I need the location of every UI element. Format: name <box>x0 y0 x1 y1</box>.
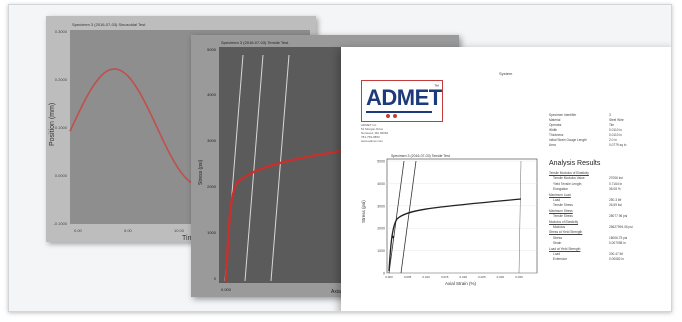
info-label: Initial Strain Gauge Length <box>549 138 587 142</box>
y-tick-label: 5000 <box>377 160 385 164</box>
result-label: Stress <box>553 235 563 240</box>
x-axis-label: Axial Strain (%) <box>445 281 477 286</box>
y-ticks: 5000 4000 3000 2000 1000 0 <box>377 160 385 276</box>
report-header: System <box>499 71 513 76</box>
offset-line <box>270 54 290 282</box>
result-value: 200.47 lbf <box>609 252 624 256</box>
y-tick-label: 1000 <box>377 249 385 253</box>
offset-line <box>400 160 417 274</box>
result-label: Tensile Modulus of Elasticity <box>549 171 589 175</box>
y-tick-label: 3000 <box>377 204 385 208</box>
plot-area <box>386 158 538 274</box>
x-tick-label: 0.010 <box>422 275 430 279</box>
result-label: Modulus <box>553 225 566 229</box>
info-label: Area <box>549 143 556 147</box>
result-label: Load <box>553 252 561 256</box>
x-tick-label: 0.025 <box>478 275 486 279</box>
y-axis-label: Stress (psi) <box>361 200 366 223</box>
y-tick-label: 0 <box>383 272 385 276</box>
info-value: 0.0110 in <box>609 133 622 137</box>
yield-point <box>391 235 395 239</box>
x-tick-label: 0.000 <box>385 275 393 279</box>
y-tick-label: 0.3000 <box>55 29 68 34</box>
y-tick-label: 2000 <box>207 184 217 189</box>
info-label: Operator <box>549 123 562 127</box>
result-value: 250.3 lbf <box>609 198 622 202</box>
y-tick-label: 2000 <box>377 227 385 231</box>
admet-logo: ADMET ™ <box>361 80 443 122</box>
x-tick-label: 0.020 <box>460 275 468 279</box>
offset-line <box>244 54 264 282</box>
offset-line <box>388 160 405 274</box>
info-label: Width <box>549 128 558 132</box>
result-value: 27006 ksi <box>609 176 623 181</box>
y-tick-label: 4000 <box>377 182 385 186</box>
result-label: Tensile Stress <box>553 214 573 219</box>
result-value: 35.08 % <box>609 187 621 192</box>
y-tick-label: 0.2000 <box>55 77 68 82</box>
result-value: 0.007098 in <box>609 241 626 246</box>
result-label: Strain <box>553 241 562 246</box>
y-tick-label: 1000 <box>207 230 217 235</box>
y-tick-label: 5000 <box>207 47 217 52</box>
y-tick-label: 0.1000 <box>55 125 68 130</box>
x-tick-label: 0.015 <box>441 275 449 279</box>
break-marker <box>518 160 522 274</box>
info-value: 0.0779 sq in <box>609 143 627 147</box>
result-value: 25627994.06 psi <box>609 225 633 229</box>
x-ticks: 0.000 0.005 0.010 0.015 0.020 0.025 0.030 0.035 <box>385 275 523 279</box>
y-axis-label: Position (mm) <box>49 103 56 146</box>
result-label: Maximum Stress <box>549 208 573 213</box>
result-value: 0.7164 in <box>609 181 623 186</box>
info-label: Material <box>549 118 561 122</box>
x-tick-label: 0.00 <box>74 228 83 233</box>
result-label: Yield Tensile Length <box>553 181 582 186</box>
result-label: Maximum Load <box>549 192 571 197</box>
test-report-page: System ADMET ™ ADMET Inc. 51 Morgan Driv… <box>341 47 671 311</box>
chart-title: Specimen 3 (2016-07-03) Tensile Test <box>391 154 450 158</box>
result-value: 28077.96 psi <box>609 214 628 219</box>
y-tick-label: 0 <box>214 276 217 281</box>
result-label: Load at Yield Strength <box>549 246 581 251</box>
info-value: Tim <box>609 123 615 127</box>
screenshot-frame: Specimen 3 (2016-07-03) Sinusoidal Test … <box>8 4 672 312</box>
y-tick-label: 3000 <box>207 138 217 143</box>
result-label: Tensile Modulus Value <box>553 176 585 181</box>
chart-title: Specimen 3 (2016-07-03) Sinusoidal Test <box>72 22 146 27</box>
y-tick-label: 0.0000 <box>55 173 68 178</box>
info-label: Thickness <box>549 133 564 137</box>
result-label: Tensile Stress <box>553 203 573 208</box>
info-value: 0.0110 in <box>609 128 622 132</box>
x-tick-label: 10.00 <box>174 228 185 233</box>
stress-strain-curve <box>388 198 522 272</box>
analysis-results-heading: Analysis Results <box>549 160 601 167</box>
result-value: 18006.75 psi <box>609 235 628 240</box>
result-label: Elongation <box>553 187 569 192</box>
x-tick-label: 0.000 <box>221 287 232 292</box>
x-tick-label: 5.00 <box>124 228 133 233</box>
info-value: 3 <box>609 113 611 117</box>
x-tick-label: 0.030 <box>497 275 505 279</box>
info-label: Specimen Identifier <box>549 113 577 117</box>
y-tick-label: 4000 <box>207 92 217 97</box>
result-label: Modulus of Elasticity <box>549 219 579 224</box>
result-label: Extension <box>553 257 567 262</box>
y-axis-label: Stress (psi) <box>198 159 204 185</box>
info-value: Steel Wire <box>609 118 624 122</box>
result-value: 26.59 ksi <box>609 203 622 208</box>
chart-title: Specimen 3 (2016-07-03) Tensile Test <box>221 40 289 45</box>
result-value: 0.00082 in <box>609 257 624 262</box>
result-label: Stress at Yield Strength <box>549 230 583 235</box>
x-tick-label: 0.035 <box>515 275 523 279</box>
result-label: Load <box>553 198 561 202</box>
y-tick-label: -0.1000 <box>53 221 67 226</box>
gridlines <box>387 160 537 274</box>
info-value: 2.0 in <box>609 138 617 142</box>
stress-strain-curve <box>224 149 342 282</box>
x-tick-label: 0.005 <box>404 275 412 279</box>
